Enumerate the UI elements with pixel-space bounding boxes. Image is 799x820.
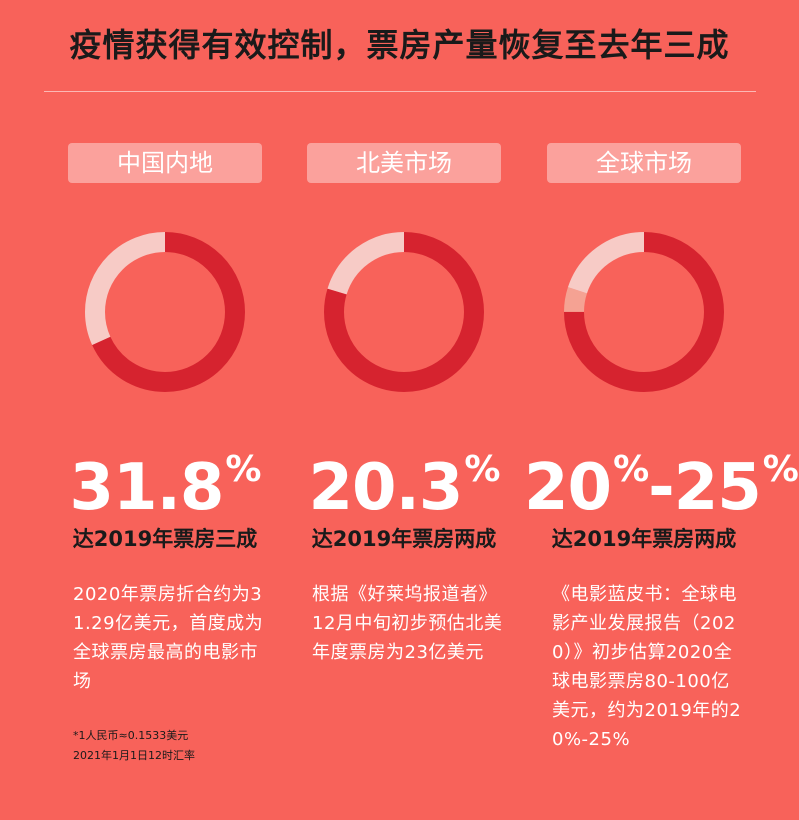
donut-chart-north-america <box>324 232 484 392</box>
percent-value-north-america: 20.3 <box>308 451 464 525</box>
donut-chart-china <box>85 232 245 392</box>
percent-sign-global-low: % <box>613 449 649 490</box>
ring-share <box>564 232 724 392</box>
title-divider <box>44 91 756 92</box>
market-label-global: 全球市场 <box>547 143 741 183</box>
footnote-line-2: 2021年1月1日12时汇率 <box>73 749 195 762</box>
footnote-line-1: *1人民币≈0.1533美元 <box>73 729 189 742</box>
percent-value-china: 31.8 <box>69 451 225 525</box>
description-china: 2020年票房折合约为31.29亿美元，首度成为全球票房最高的电影市场 <box>73 584 264 692</box>
footnote-china: *1人民币≈0.1533美元 2021年1月1日12时汇率 <box>73 726 273 766</box>
percent-north-america: 20.3% <box>284 432 524 526</box>
percent-sign-china: % <box>225 449 261 490</box>
subtitle-china: 达2019年票房三成 <box>72 527 258 551</box>
subtitle-global: 达2019年票房两成 <box>551 527 737 551</box>
page-title: 疫情获得有效控制，票房产量恢复至去年三成 <box>69 26 730 64</box>
percent-value-global-low: 20 <box>524 451 612 525</box>
description-global: 《电影蓝皮书：全球电影产业发展报告（2020）》初步估算2020全球电影票房80… <box>552 584 742 750</box>
percent-global: 20%-25% <box>524 432 799 526</box>
percent-value-global-high: -25 <box>648 451 762 525</box>
ring-share <box>324 232 484 392</box>
subtitle-north-america: 达2019年票房两成 <box>311 527 497 551</box>
percent-sign-global-high: % <box>762 449 799 490</box>
market-label-china: 中国内地 <box>68 143 262 183</box>
percent-sign-north-america: % <box>464 449 500 490</box>
market-label-north-america: 北美市场 <box>307 143 501 183</box>
donut-chart-global <box>564 232 724 392</box>
ring-share <box>85 232 245 392</box>
description-north-america: 根据《好莱坞报道者》12月中旬初步预估北美年度票房为23亿美元 <box>312 584 503 663</box>
percent-china: 31.8% <box>45 432 285 526</box>
